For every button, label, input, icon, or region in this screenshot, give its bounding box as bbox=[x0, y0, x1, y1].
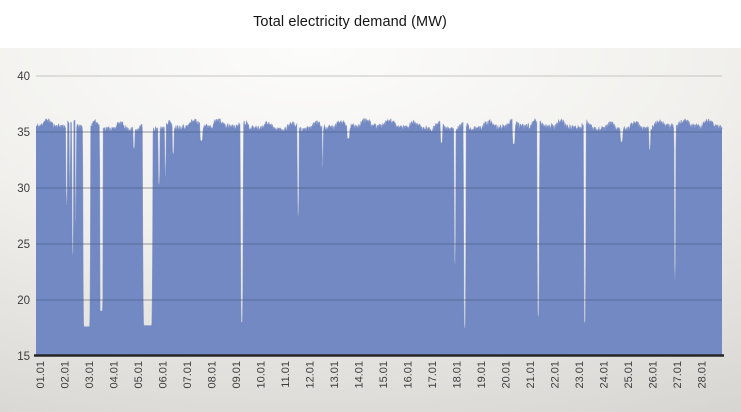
x-axis-tick-label: 27.01 bbox=[672, 361, 684, 389]
y-axis-tick-label: 35 bbox=[17, 127, 30, 139]
x-axis-tick-label: 21.01 bbox=[525, 361, 537, 389]
x-axis-tick-label: 25.01 bbox=[623, 361, 635, 389]
x-axis-tick-label: 13.01 bbox=[329, 361, 341, 389]
x-axis-tick-label: 24.01 bbox=[599, 361, 611, 389]
chart-title: Total electricity demand (MW) bbox=[253, 14, 447, 30]
x-axis-tick-label: 17.01 bbox=[427, 361, 439, 389]
x-axis-tick-label: 06.01 bbox=[158, 361, 170, 389]
x-axis-tick-label: 15.01 bbox=[378, 361, 390, 389]
x-axis-tick-label: 10.01 bbox=[256, 361, 268, 389]
x-axis-tick-label: 22.01 bbox=[550, 361, 562, 389]
x-axis-tick-label: 12.01 bbox=[305, 361, 317, 389]
x-axis-tick-label: 28.01 bbox=[697, 361, 709, 389]
y-axis-tick-label: 40 bbox=[17, 71, 30, 83]
x-axis-tick-label: 01.01 bbox=[35, 361, 47, 389]
y-axis-tick-label: 25 bbox=[17, 239, 30, 251]
x-axis-tick-label: 19.01 bbox=[476, 361, 488, 389]
x-axis-tick-label: 16.01 bbox=[403, 361, 415, 389]
x-axis-tick-label: 02.01 bbox=[60, 361, 72, 389]
x-axis-tick-label: 03.01 bbox=[84, 361, 96, 389]
x-axis-tick-label: 23.01 bbox=[574, 361, 586, 389]
x-axis-tick-label: 14.01 bbox=[354, 361, 366, 389]
x-axis-tick-label: 18.01 bbox=[452, 361, 464, 389]
demand-area bbox=[36, 118, 722, 356]
x-axis-tick-label: 07.01 bbox=[182, 361, 194, 389]
x-axis-tick-label: 26.01 bbox=[648, 361, 660, 389]
y-axis-tick-label: 30 bbox=[17, 183, 30, 195]
y-axis-tick-label: 15 bbox=[17, 351, 30, 363]
x-axis-tick-label: 20.01 bbox=[501, 361, 513, 389]
y-axis-tick-label: 20 bbox=[17, 295, 30, 307]
x-axis-tick-label: 08.01 bbox=[207, 361, 219, 389]
x-axis-tick-label: 05.01 bbox=[133, 361, 145, 389]
x-axis-tick-label: 04.01 bbox=[109, 361, 121, 389]
demand-area-top-edge bbox=[35, 117, 723, 329]
x-axis-tick-label: 11.01 bbox=[280, 361, 292, 388]
x-axis-tick-label: 09.01 bbox=[231, 361, 243, 389]
